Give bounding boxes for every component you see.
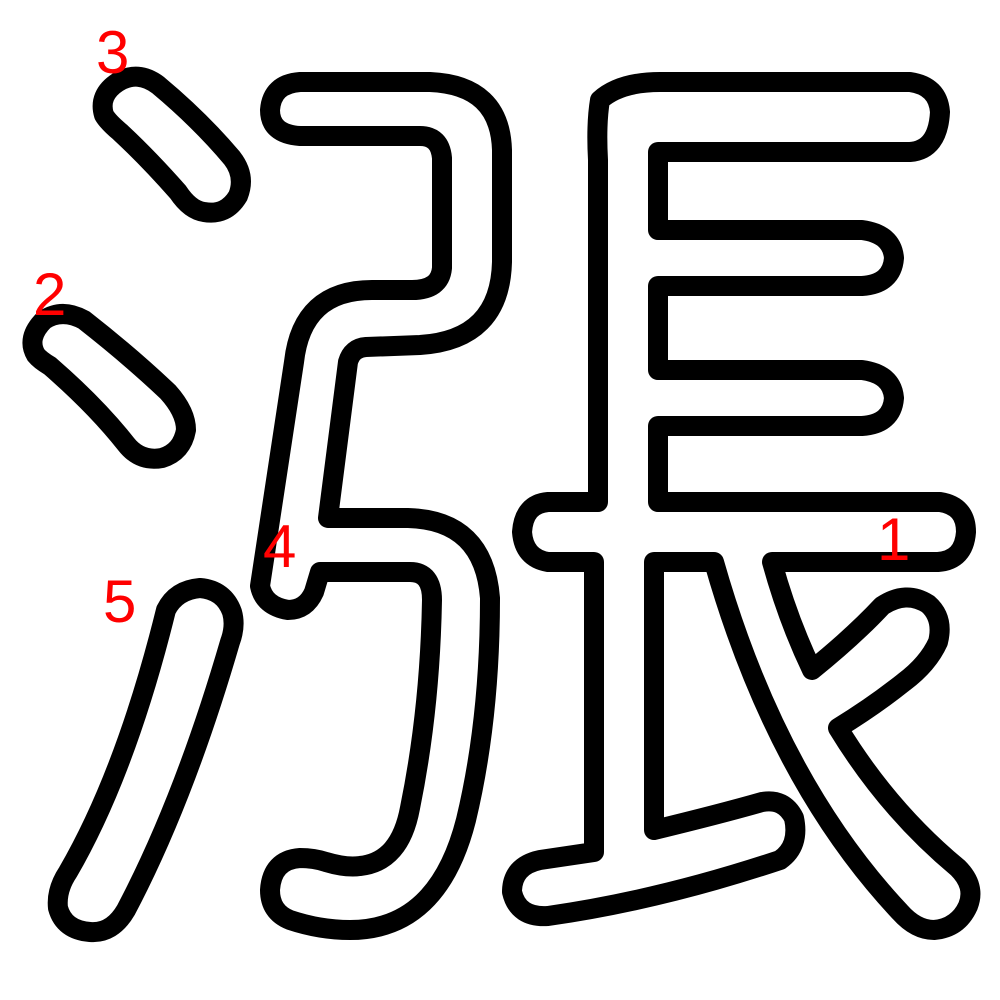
stroke-3-shape [92,66,251,223]
stroke-5-shape [47,578,244,943]
stroke-5-label: 5 [103,568,136,635]
stroke-4-shape [250,72,512,940]
stroke-1-shape [502,72,981,940]
stroke-2-label: 2 [33,261,66,328]
stroke-3-label: 3 [96,19,129,86]
stroke-1-label: 1 [877,506,910,573]
stroke-4-label: 4 [263,513,296,580]
stroke-2-shape [22,304,196,469]
